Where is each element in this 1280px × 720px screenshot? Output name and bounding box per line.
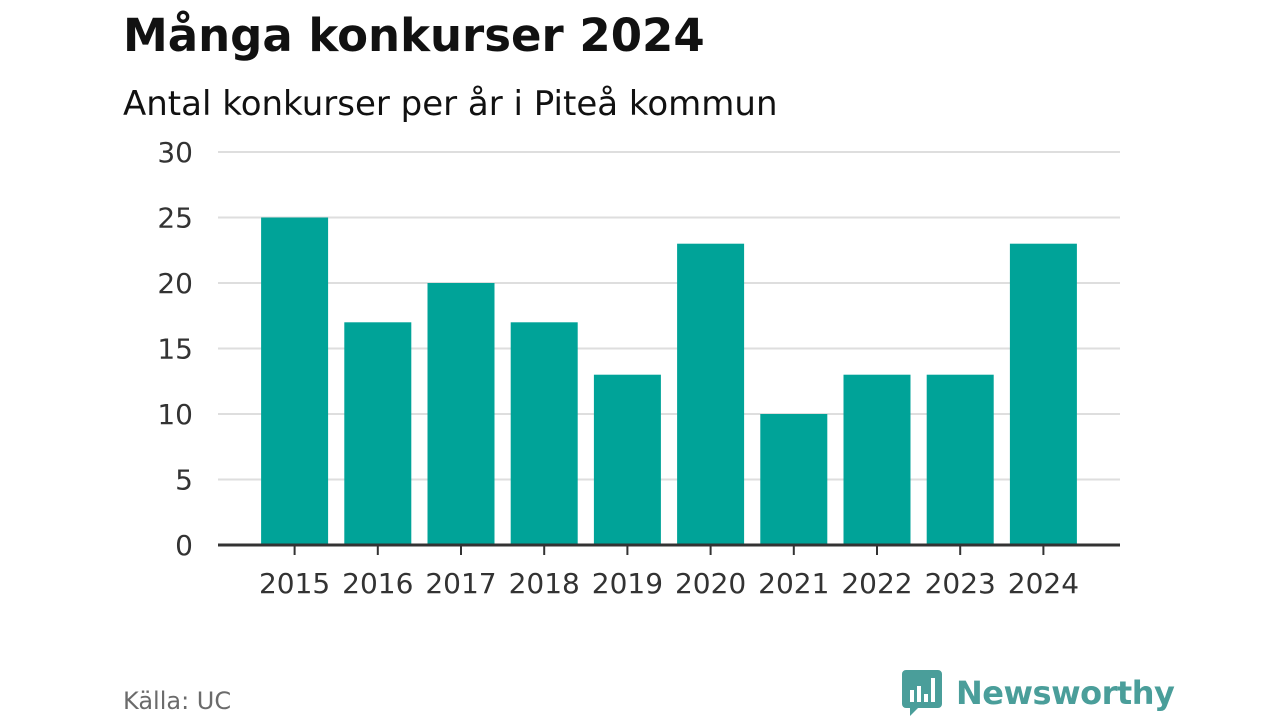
y-tick-label: 10 — [157, 398, 193, 431]
y-tick-label: 15 — [157, 333, 193, 366]
bar-2022 — [844, 375, 911, 545]
bar-2019 — [594, 375, 661, 545]
bar-2023 — [927, 375, 994, 545]
x-tick-label: 2024 — [1008, 567, 1079, 600]
bar-2017 — [428, 283, 495, 545]
y-tick-label: 0 — [175, 529, 193, 562]
x-tick-label: 2019 — [592, 567, 663, 600]
bar-2018 — [511, 322, 578, 545]
x-tick-label: 2022 — [841, 567, 912, 600]
bars — [261, 218, 1077, 546]
x-tick-label: 2016 — [342, 567, 413, 600]
brand-name: Newsworthy — [956, 674, 1174, 712]
bar-2024 — [1010, 244, 1077, 545]
x-tick-label: 2020 — [675, 567, 746, 600]
x-tick-label: 2021 — [758, 567, 829, 600]
x-tick-label: 2023 — [925, 567, 996, 600]
x-axis — [218, 545, 1120, 555]
y-tick-label: 5 — [175, 464, 193, 497]
newsworthy-logo-icon — [902, 670, 942, 716]
y-tick-label: 20 — [157, 267, 193, 300]
y-tick-label: 25 — [157, 202, 193, 235]
source-note: Källa: UC — [123, 686, 231, 716]
bar-2016 — [344, 322, 411, 545]
bar-2015 — [261, 218, 328, 546]
x-tick-label: 2017 — [425, 567, 496, 600]
bar-2021 — [760, 414, 827, 545]
newsworthy-logo[interactable]: Newsworthy — [902, 668, 1174, 718]
y-tick-label: 30 — [157, 136, 193, 169]
bar-2020 — [677, 244, 744, 545]
x-tick-label: 2015 — [259, 567, 330, 600]
x-tick-label: 2018 — [509, 567, 580, 600]
